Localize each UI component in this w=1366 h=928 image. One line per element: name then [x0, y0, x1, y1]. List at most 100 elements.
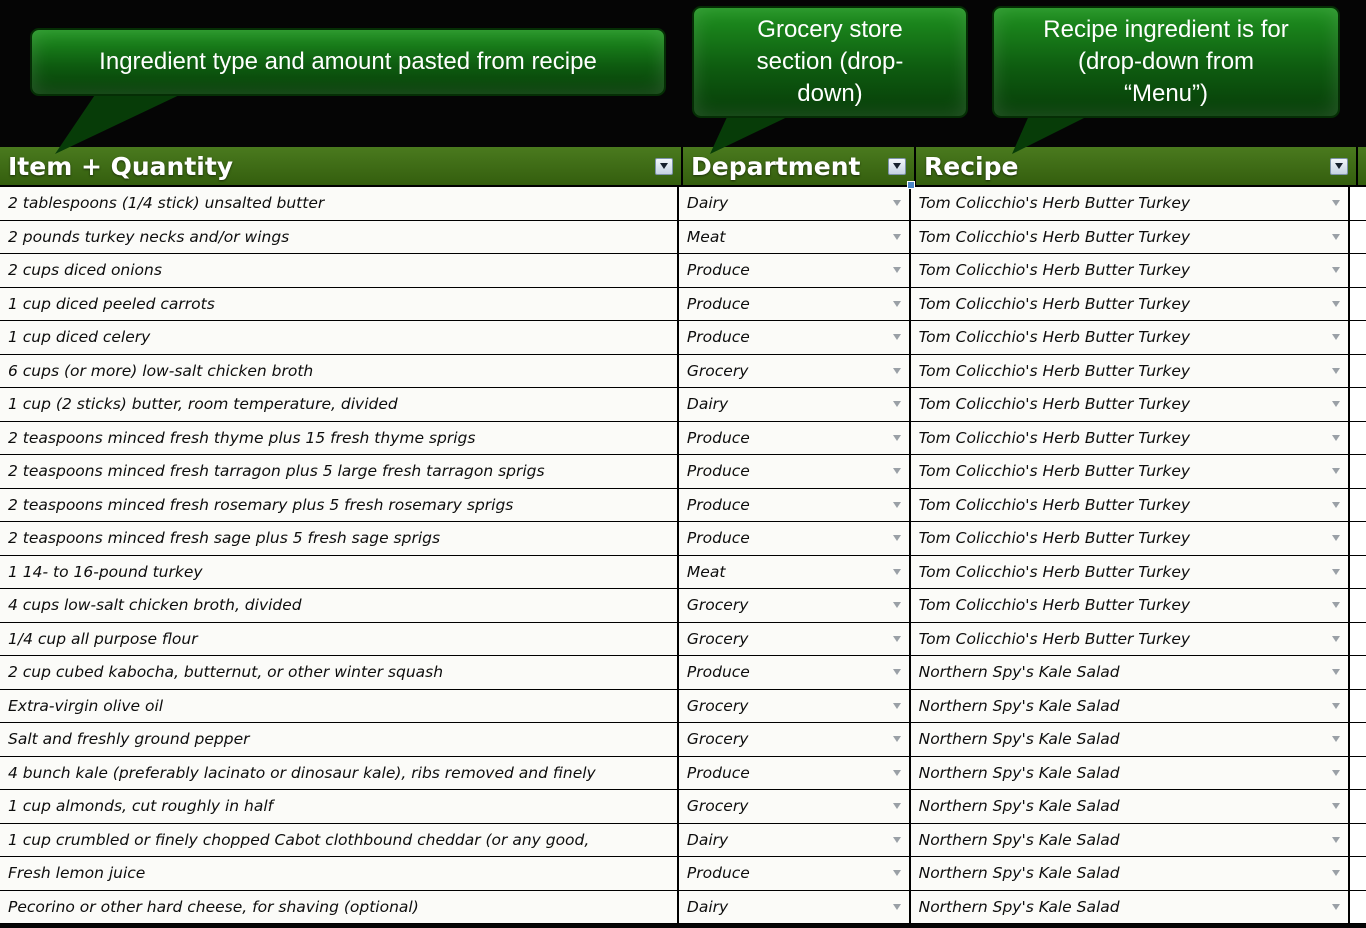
- cell-recipe[interactable]: Northern Spy's Kale Salad: [911, 823, 1351, 856]
- dropdown-arrow-icon[interactable]: [1332, 535, 1341, 542]
- cell-recipe[interactable]: Tom Colicchio's Herb Butter Turkey: [911, 388, 1351, 421]
- cell-department[interactable]: Produce: [679, 756, 911, 789]
- dropdown-arrow-icon[interactable]: [1332, 702, 1341, 709]
- dropdown-arrow-icon[interactable]: [892, 334, 901, 341]
- dropdown-arrow-icon[interactable]: [892, 803, 901, 810]
- cell-item-quantity[interactable]: 6 cups (or more) low-salt chicken broth: [0, 354, 679, 387]
- cell-item-quantity[interactable]: 2 teaspoons minced fresh rosemary plus 5…: [0, 488, 679, 521]
- cell-item-quantity[interactable]: 2 teaspoons minced fresh tarragon plus 5…: [0, 455, 679, 488]
- cell-recipe[interactable]: Tom Colicchio's Herb Butter Turkey: [911, 488, 1351, 521]
- cell-recipe[interactable]: Northern Spy's Kale Salad: [911, 857, 1351, 890]
- cell-recipe[interactable]: Tom Colicchio's Herb Butter Turkey: [911, 287, 1351, 320]
- dropdown-arrow-icon[interactable]: [892, 535, 901, 542]
- dropdown-arrow-icon[interactable]: [1332, 501, 1341, 508]
- cell-item-quantity[interactable]: 2 pounds turkey necks and/or wings: [0, 220, 679, 253]
- dropdown-arrow-icon[interactable]: [892, 769, 901, 776]
- cell-recipe[interactable]: Tom Colicchio's Herb Butter Turkey: [911, 555, 1351, 588]
- dropdown-arrow-icon[interactable]: [892, 702, 901, 709]
- dropdown-arrow-icon[interactable]: [892, 568, 901, 575]
- dropdown-arrow-icon[interactable]: [1332, 903, 1341, 910]
- cell-recipe[interactable]: Tom Colicchio's Herb Butter Turkey: [911, 354, 1351, 387]
- filter-dropdown-icon[interactable]: [655, 157, 673, 175]
- dropdown-arrow-icon[interactable]: [1332, 635, 1341, 642]
- dropdown-arrow-icon[interactable]: [892, 267, 901, 274]
- column-header-recipe[interactable]: Recipe: [916, 147, 1358, 185]
- filter-dropdown-icon[interactable]: [888, 157, 906, 175]
- dropdown-arrow-icon[interactable]: [1332, 669, 1341, 676]
- dropdown-arrow-icon[interactable]: [1332, 334, 1341, 341]
- cell-department[interactable]: Produce: [679, 488, 911, 521]
- cell-recipe[interactable]: Tom Colicchio's Herb Butter Turkey: [911, 220, 1351, 253]
- dropdown-arrow-icon[interactable]: [1332, 200, 1341, 207]
- cell-department[interactable]: Dairy: [679, 388, 911, 421]
- cell-recipe[interactable]: Northern Spy's Kale Salad: [911, 689, 1351, 722]
- cell-recipe[interactable]: Northern Spy's Kale Salad: [911, 656, 1351, 689]
- cell-item-quantity[interactable]: Extra-virgin olive oil: [0, 689, 679, 722]
- cell-item-quantity[interactable]: Pecorino or other hard cheese, for shavi…: [0, 890, 679, 923]
- cell-department[interactable]: Dairy: [679, 823, 911, 856]
- cell-department[interactable]: Meat: [679, 220, 911, 253]
- cell-item-quantity[interactable]: 1/4 cup all purpose flour: [0, 622, 679, 655]
- cell-department[interactable]: Grocery: [679, 790, 911, 823]
- cell-recipe[interactable]: Tom Colicchio's Herb Butter Turkey: [911, 455, 1351, 488]
- cell-item-quantity[interactable]: 2 teaspoons minced fresh sage plus 5 fre…: [0, 522, 679, 555]
- dropdown-arrow-icon[interactable]: [892, 501, 901, 508]
- cell-department[interactable]: Meat: [679, 555, 911, 588]
- cell-department[interactable]: Grocery: [679, 589, 911, 622]
- dropdown-arrow-icon[interactable]: [1332, 803, 1341, 810]
- dropdown-arrow-icon[interactable]: [892, 434, 901, 441]
- column-header-department[interactable]: Department: [683, 147, 916, 185]
- dropdown-arrow-icon[interactable]: [892, 367, 901, 374]
- filter-dropdown-icon[interactable]: [1330, 157, 1348, 175]
- cell-department[interactable]: Grocery: [679, 723, 911, 756]
- cell-recipe[interactable]: Tom Colicchio's Herb Butter Turkey: [911, 254, 1351, 287]
- cell-item-quantity[interactable]: 1 cup crumbled or finely chopped Cabot c…: [0, 823, 679, 856]
- cell-recipe[interactable]: Tom Colicchio's Herb Butter Turkey: [911, 421, 1351, 454]
- dropdown-arrow-icon[interactable]: [892, 836, 901, 843]
- cell-department[interactable]: Produce: [679, 254, 911, 287]
- dropdown-arrow-icon[interactable]: [1332, 233, 1341, 240]
- dropdown-arrow-icon[interactable]: [892, 669, 901, 676]
- cell-department[interactable]: Grocery: [679, 354, 911, 387]
- cell-department[interactable]: Produce: [679, 421, 911, 454]
- dropdown-arrow-icon[interactable]: [1332, 568, 1341, 575]
- dropdown-arrow-icon[interactable]: [892, 903, 901, 910]
- dropdown-arrow-icon[interactable]: [892, 635, 901, 642]
- cell-recipe[interactable]: Tom Colicchio's Herb Butter Turkey: [911, 622, 1351, 655]
- cell-recipe[interactable]: Tom Colicchio's Herb Butter Turkey: [911, 321, 1351, 354]
- dropdown-arrow-icon[interactable]: [1332, 736, 1341, 743]
- dropdown-arrow-icon[interactable]: [1332, 769, 1341, 776]
- dropdown-arrow-icon[interactable]: [1332, 367, 1341, 374]
- dropdown-arrow-icon[interactable]: [892, 233, 901, 240]
- cell-department[interactable]: Produce: [679, 656, 911, 689]
- cell-department[interactable]: Grocery: [679, 622, 911, 655]
- dropdown-arrow-icon[interactable]: [892, 300, 901, 307]
- cell-department[interactable]: Produce: [679, 857, 911, 890]
- dropdown-arrow-icon[interactable]: [892, 468, 901, 475]
- cell-recipe[interactable]: Northern Spy's Kale Salad: [911, 790, 1351, 823]
- dropdown-arrow-icon[interactable]: [1332, 434, 1341, 441]
- dropdown-arrow-icon[interactable]: [892, 401, 901, 408]
- cell-department[interactable]: Produce: [679, 321, 911, 354]
- dropdown-arrow-icon[interactable]: [1332, 468, 1341, 475]
- cell-item-quantity[interactable]: 1 14- to 16-pound turkey: [0, 555, 679, 588]
- cell-item-quantity[interactable]: Fresh lemon juice: [0, 857, 679, 890]
- cell-recipe[interactable]: Tom Colicchio's Herb Butter Turkey: [911, 589, 1351, 622]
- dropdown-arrow-icon[interactable]: [892, 200, 901, 207]
- cell-department[interactable]: Produce: [679, 522, 911, 555]
- cell-department[interactable]: Produce: [679, 287, 911, 320]
- dropdown-arrow-icon[interactable]: [1332, 602, 1341, 609]
- dropdown-arrow-icon[interactable]: [1332, 300, 1341, 307]
- cell-item-quantity[interactable]: 2 cup cubed kabocha, butternut, or other…: [0, 656, 679, 689]
- cell-item-quantity[interactable]: 2 teaspoons minced fresh thyme plus 15 f…: [0, 421, 679, 454]
- cell-item-quantity[interactable]: Salt and freshly ground pepper: [0, 723, 679, 756]
- dropdown-arrow-icon[interactable]: [1332, 401, 1341, 408]
- dropdown-arrow-icon[interactable]: [892, 602, 901, 609]
- cell-item-quantity[interactable]: 1 cup almonds, cut roughly in half: [0, 790, 679, 823]
- cell-department[interactable]: Grocery: [679, 689, 911, 722]
- cell-recipe[interactable]: Tom Colicchio's Herb Butter Turkey: [911, 187, 1351, 220]
- dropdown-arrow-icon[interactable]: [1332, 267, 1341, 274]
- cell-item-quantity[interactable]: 4 bunch kale (preferably lacinato or din…: [0, 756, 679, 789]
- dropdown-arrow-icon[interactable]: [892, 736, 901, 743]
- active-cell-fill-handle[interactable]: [907, 181, 915, 189]
